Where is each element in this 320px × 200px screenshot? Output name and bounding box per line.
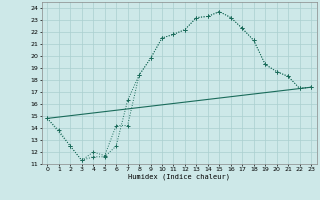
X-axis label: Humidex (Indice chaleur): Humidex (Indice chaleur) — [128, 174, 230, 180]
